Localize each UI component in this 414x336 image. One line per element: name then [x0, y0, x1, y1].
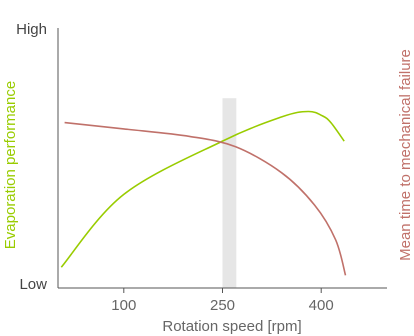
y-axis-low-label: Low	[19, 276, 47, 293]
x-tick-label: 100	[111, 297, 136, 314]
right-axis-title: Mean time to mechanical failure	[397, 49, 414, 261]
series-line-evaporation	[60, 110, 345, 268]
left-axis-title: Evaporation performance	[2, 81, 19, 249]
series-layer	[60, 110, 347, 276]
x-tick-label: 250	[210, 297, 235, 314]
tick-layer: 100 250 400	[111, 288, 334, 314]
x-axis-title: Rotation speed [rpm]	[162, 318, 301, 335]
y-axis-high-label: High	[16, 21, 47, 38]
series-line-mttf	[64, 121, 347, 276]
x-tick-label: 400	[309, 297, 334, 314]
highlight-band	[222, 98, 237, 288]
